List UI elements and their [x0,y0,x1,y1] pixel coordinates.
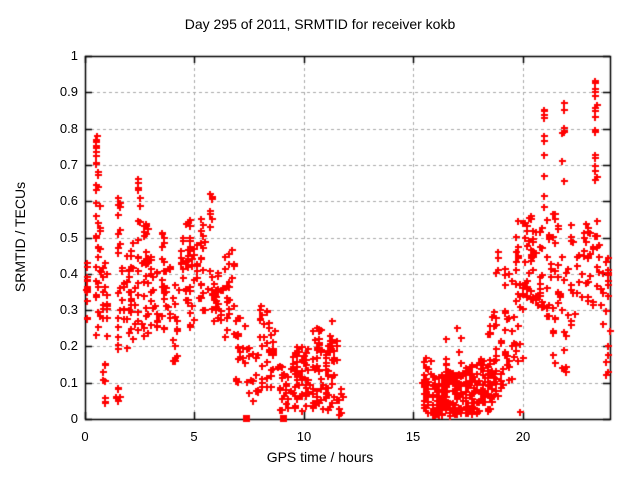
x-tick-label: 15 [405,429,421,444]
x-tick-label: 20 [515,429,531,444]
x-tick-label: 10 [296,429,312,444]
x-tick-label: 5 [190,429,198,444]
y-tick-label: 0.1 [59,375,78,390]
y-tick-label: 0.4 [59,266,78,281]
y-tick-label: 0.2 [59,338,78,353]
y-tick-label: 0.8 [59,121,78,136]
x-axis-label: GPS time / hours [266,449,374,465]
y-tick-label: 1 [70,48,78,63]
x-tick-label: 0 [81,429,89,444]
y-tick-label: 0 [70,411,78,426]
y-tick-label: 0.6 [59,193,78,208]
y-tick-label: 0.5 [59,230,78,245]
chart-title: Day 295 of 2011, SRMTID for receiver kok… [184,16,456,32]
y-tick-label: 0.7 [59,157,78,172]
y-tick-label: 0.3 [59,302,78,317]
y-tick-label: 0.9 [59,84,78,99]
